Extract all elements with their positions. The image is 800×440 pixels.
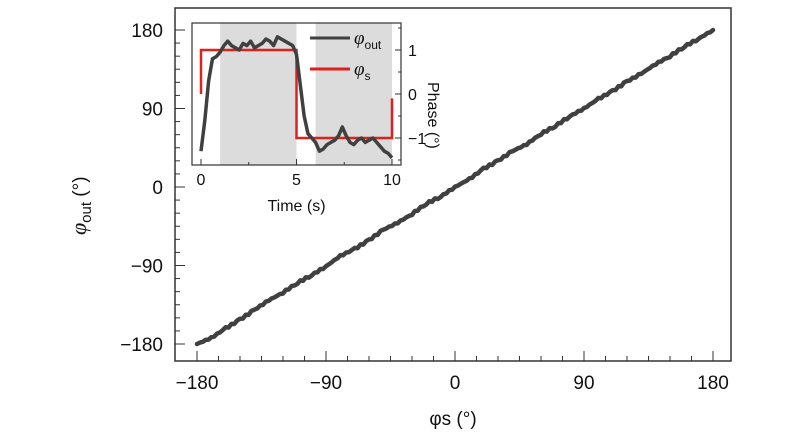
x-tick-label: −180 [176, 373, 219, 394]
legend-label-phi-s: φs [354, 59, 371, 83]
x-tick-label: 90 [573, 373, 594, 394]
y-tick-label: 0 [152, 178, 163, 199]
x-tick-label: 0 [450, 373, 461, 394]
inset-y-axis-label: Phase (°) [424, 82, 441, 149]
x-tick-label: −90 [310, 373, 342, 394]
y-tick-label: −180 [120, 335, 163, 356]
inset-series-phi-s [199, 48, 394, 140]
y-axis-label: φout (°) [66, 176, 95, 235]
y-tick-label: 90 [142, 100, 163, 121]
y-tick-label: −90 [131, 257, 163, 278]
inset-x-tick-label: 10 [383, 172, 401, 189]
x-tick-label: 180 [697, 373, 729, 394]
inset-x-tick-label: 5 [292, 172, 301, 189]
legend-label-phi-out: φout [354, 28, 382, 52]
x-axis-label: φs (°) [429, 409, 476, 430]
main-data-series [194, 27, 716, 347]
inset-y-tick-label: 1 [408, 43, 417, 60]
main-plot-frame [174, 7, 732, 362]
inset-y-tick-label: 0 [408, 87, 417, 104]
shaded-interval [315, 23, 392, 165]
y-tick-label: 180 [131, 21, 163, 42]
inset-x-tick-label: 0 [197, 172, 206, 189]
inset-x-axis-label: Time (s) [267, 198, 325, 215]
inset-y-tick-label: −1 [408, 131, 426, 148]
inset-series-phi-out [199, 35, 394, 159]
